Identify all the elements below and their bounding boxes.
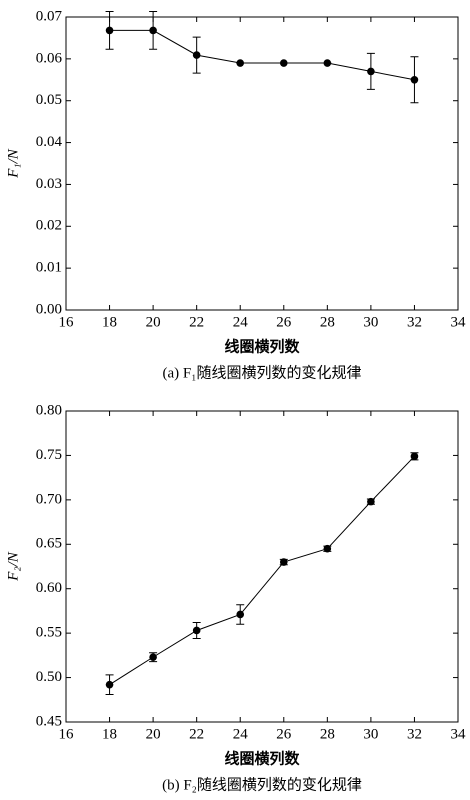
x-tick-label: 18 [102, 726, 117, 742]
x-tick-label: 34 [451, 726, 467, 742]
y-tick-label: 0.70 [36, 491, 62, 507]
caption: (a) F₁随线圈横列数的变化规律 [163, 364, 362, 381]
data-point [323, 544, 332, 553]
y-tick-label: 0.01 [36, 260, 62, 276]
x-tick-label: 30 [363, 314, 378, 330]
x-tick-label: 16 [59, 314, 75, 330]
data-point [367, 497, 375, 506]
y-tick-label: 0.60 [36, 580, 62, 596]
x-tick-label: 32 [407, 314, 422, 330]
x-tick-label: 34 [451, 314, 467, 330]
plot-frame [65, 410, 459, 723]
y-tick-label: 0.05 [36, 92, 62, 108]
y-tick-label: 0.80 [36, 402, 62, 418]
x-tick-label: 28 [320, 314, 335, 330]
data-point [323, 59, 332, 67]
y-tick-label: 0.45 [36, 713, 62, 729]
data-point [105, 680, 114, 689]
x-axis-label: 线圈横列数 [224, 337, 300, 355]
data-point [367, 67, 375, 76]
data-point [279, 59, 288, 67]
x-tick-label: 20 [146, 726, 161, 742]
x-axis-label: 线圈横列数 [224, 749, 300, 767]
data-point [192, 51, 201, 59]
data-point [236, 59, 245, 67]
x-tick-label: 18 [102, 314, 117, 330]
x-tick-label: 30 [363, 726, 378, 742]
x-tick-label: 16 [59, 726, 75, 742]
x-tick-label: 24 [233, 726, 249, 742]
y-axis-label: F₂/N [5, 551, 21, 582]
data-point [149, 653, 157, 661]
data-point [105, 26, 114, 35]
x-tick-label: 26 [276, 726, 292, 742]
y-tick-label: 0.06 [36, 50, 63, 66]
x-tick-label: 32 [407, 726, 422, 742]
y-tick-label: 0.04 [36, 134, 63, 150]
y-tick-label: 0.03 [36, 176, 62, 192]
x-tick-label: 20 [146, 314, 161, 330]
x-tick-label: 22 [189, 726, 204, 742]
caption: (b) F₂随线圈横列数的变化规律 [162, 776, 362, 793]
x-tick-label: 28 [320, 726, 335, 742]
data-point [236, 610, 245, 619]
y-axis-label: F₁/N [5, 148, 21, 179]
x-tick-label: 22 [189, 314, 204, 330]
data-point [192, 626, 201, 635]
x-tick-label: 26 [276, 314, 292, 330]
y-tick-label: 0.75 [36, 447, 62, 463]
y-tick-label: 0.65 [36, 536, 62, 552]
data-point [149, 26, 157, 35]
data-point [279, 558, 288, 566]
data-line [109, 29, 415, 81]
y-tick-label: 0.50 [36, 669, 62, 685]
y-tick-label: 0.55 [36, 625, 62, 641]
data-point [410, 452, 419, 461]
data-line [109, 455, 415, 686]
y-tick-label: 0.00 [36, 301, 62, 317]
plot-frame [65, 16, 459, 311]
data-point [410, 75, 419, 84]
x-tick-label: 24 [233, 314, 249, 330]
y-tick-label: 0.07 [36, 8, 63, 24]
y-tick-label: 0.02 [36, 218, 62, 234]
